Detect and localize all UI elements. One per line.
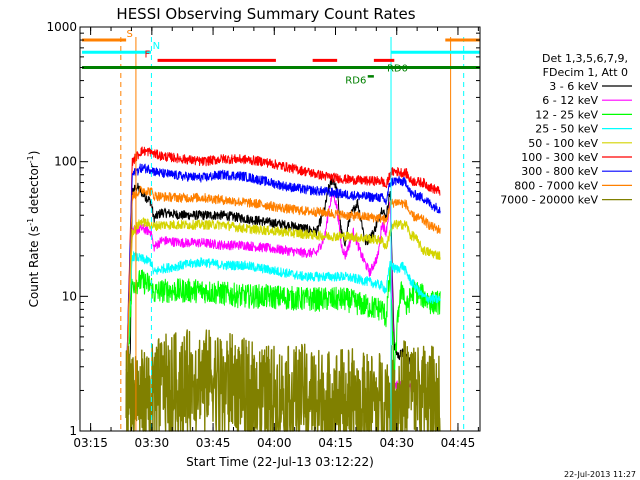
- y-axis-label: Count Rate (s-1 detector-1): [26, 151, 41, 308]
- legend-label-6-12-kev: 6 - 12 keV: [542, 94, 598, 107]
- series-line-6-12-kev: [125, 189, 412, 394]
- x-tick-label: 04:00: [257, 436, 292, 450]
- y-tick-label: 10: [62, 289, 77, 303]
- legend-label-50-100-kev: 50 - 100 keV: [528, 137, 598, 150]
- x-tick-label: 03:30: [135, 436, 170, 450]
- legend-label-100-300-kev: 100 - 300 keV: [521, 151, 598, 164]
- x-tick-label: 04:15: [318, 436, 353, 450]
- series-line-100-300-kev: [125, 146, 441, 392]
- x-tick-label: 03:15: [73, 436, 108, 450]
- flag-label-rd6: RD6: [345, 75, 366, 86]
- series-line-3-6-kev: [125, 177, 412, 371]
- x-tick-label: 03:45: [196, 436, 231, 450]
- flag-label-f: F: [144, 49, 150, 60]
- legend-label-3-6-kev: 3 - 6 keV: [549, 80, 598, 93]
- series-line-50-100-kev: [125, 217, 441, 389]
- plot-frame: [79, 26, 481, 432]
- axes: 03:15 03:30 03:45 04:00 04:15 04:30 04:45 1 10 10…: [46, 20, 480, 450]
- legend-header-line-2: FDecim 1, Att 0: [543, 66, 628, 79]
- series-line-800-7000-kev: [125, 185, 441, 393]
- x-tick-label: 04:30: [379, 436, 414, 450]
- legend-header-line-1: Det 1,3,5,6,7,9,: [542, 52, 628, 65]
- legend-label-12-25-kev: 12 - 25 keV: [535, 108, 598, 121]
- series-lines: [125, 146, 441, 432]
- legend-label-800-7000-kev: 800 - 7000 keV: [514, 179, 598, 192]
- x-axis-label: Start Time (22-Jul-13 03:12:22): [186, 455, 374, 469]
- series-line-25-50-kev: [125, 251, 441, 388]
- series-line-7000-20000-kev: [125, 329, 441, 432]
- series-line-300-800-kev: [125, 163, 441, 388]
- footer-timestamp: 22-Jul-2013 11:27: [564, 470, 636, 479]
- x-tick-label: 04:45: [441, 436, 476, 450]
- flag-label-n: N: [153, 41, 160, 52]
- y-tick-label: 1000: [46, 20, 77, 34]
- legend-label-7000-20000-kev: 7000 - 20000 keV: [500, 194, 598, 207]
- chart-title: HESSI Observing Summary Count Rates: [116, 5, 415, 23]
- flag-label-s: S: [127, 29, 133, 40]
- series-line-12-25-kev: [125, 263, 441, 397]
- vertical-markers: [120, 37, 465, 431]
- legend-label-300-800-kev: 300 - 800 keV: [521, 165, 598, 178]
- flag-bars: S NF RD0 RD6: [82, 29, 480, 86]
- legend: Det 1,3,5,6,7,9, FDecim 1, Att 0 3 - 6 k…: [500, 52, 632, 207]
- legend-label-25-50-kev: 25 - 50 keV: [535, 123, 598, 136]
- flag-label-rd0: RD0: [387, 64, 408, 75]
- y-tick-label: 1: [69, 424, 77, 438]
- y-tick-label: 100: [54, 155, 77, 169]
